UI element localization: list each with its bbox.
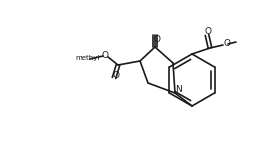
Text: N: N — [176, 85, 182, 95]
Text: O: O — [223, 39, 230, 49]
Text: methyl: methyl — [76, 55, 100, 61]
Text: O: O — [153, 34, 160, 44]
Text: O: O — [204, 28, 211, 36]
Text: O: O — [113, 71, 120, 81]
Text: O: O — [101, 51, 109, 61]
